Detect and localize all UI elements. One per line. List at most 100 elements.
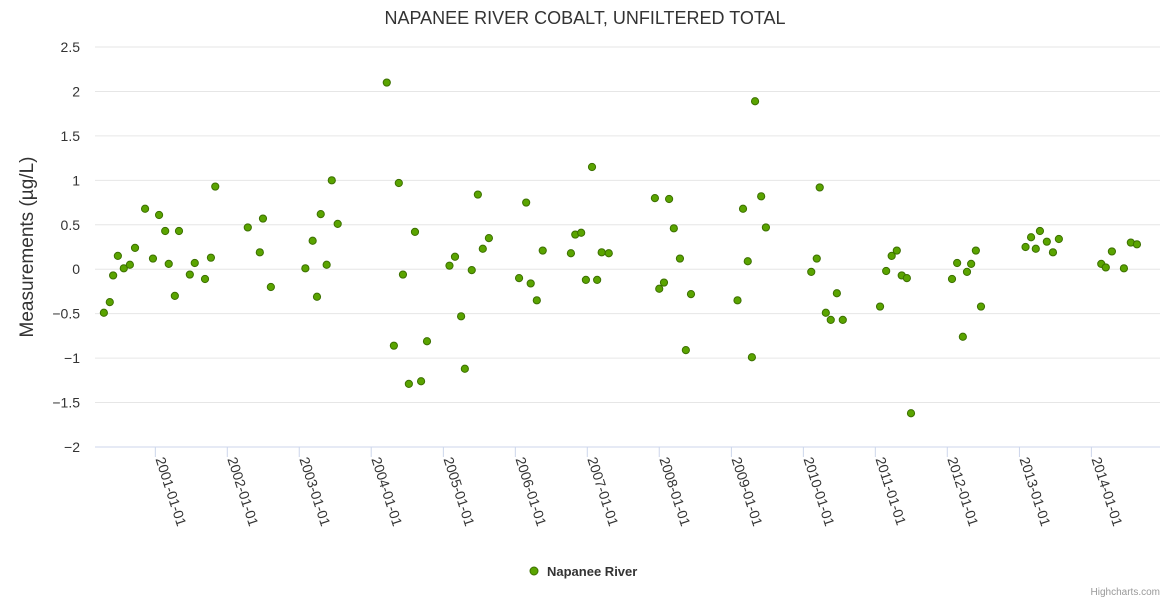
data-point[interactable] bbox=[958, 332, 967, 341]
data-point[interactable] bbox=[398, 270, 408, 279]
data-point[interactable] bbox=[322, 260, 331, 269]
data-point[interactable] bbox=[206, 253, 216, 262]
data-point[interactable] bbox=[457, 312, 466, 321]
data-point[interactable] bbox=[962, 267, 972, 276]
data-point[interactable] bbox=[1026, 233, 1036, 242]
credits-link[interactable]: Highcharts.com bbox=[1091, 587, 1160, 598]
data-point[interactable] bbox=[105, 298, 114, 307]
data-point[interactable] bbox=[882, 266, 891, 276]
data-point[interactable] bbox=[875, 302, 885, 311]
data-point[interactable] bbox=[522, 198, 531, 207]
data-point[interactable] bbox=[140, 204, 150, 213]
data-point[interactable] bbox=[902, 274, 911, 283]
data-point[interactable] bbox=[577, 228, 586, 237]
data-point[interactable] bbox=[1031, 244, 1040, 253]
data-point[interactable] bbox=[301, 264, 310, 273]
data-point[interactable] bbox=[99, 308, 108, 317]
data-point[interactable] bbox=[211, 182, 220, 191]
data-point[interactable] bbox=[838, 315, 847, 324]
data-point[interactable] bbox=[316, 210, 325, 219]
data-point[interactable] bbox=[164, 259, 173, 268]
data-point[interactable] bbox=[1048, 248, 1058, 257]
data-point[interactable] bbox=[593, 275, 602, 284]
data-point[interactable] bbox=[266, 282, 275, 292]
data-point[interactable] bbox=[394, 178, 403, 188]
data-point[interactable] bbox=[450, 252, 460, 261]
data-point[interactable] bbox=[473, 190, 482, 199]
data-point[interactable] bbox=[604, 249, 613, 258]
data-point[interactable] bbox=[532, 296, 541, 305]
data-point[interactable] bbox=[255, 248, 264, 257]
data-point[interactable] bbox=[185, 270, 194, 279]
data-point[interactable] bbox=[733, 296, 742, 305]
data-point[interactable] bbox=[154, 210, 164, 220]
data-point[interactable] bbox=[947, 274, 957, 284]
data-point[interactable] bbox=[190, 258, 199, 268]
data-point[interactable] bbox=[1021, 242, 1030, 252]
data-point[interactable] bbox=[747, 353, 757, 362]
data-point[interactable] bbox=[597, 248, 606, 257]
data-point[interactable] bbox=[333, 219, 342, 228]
data-point[interactable] bbox=[566, 249, 576, 258]
data-point[interactable] bbox=[258, 214, 268, 223]
data-point[interactable] bbox=[404, 379, 413, 388]
data-point[interactable] bbox=[675, 254, 685, 263]
data-point[interactable] bbox=[170, 291, 179, 300]
data-point[interactable] bbox=[581, 275, 591, 284]
data-point[interactable] bbox=[174, 226, 184, 236]
data-point[interactable] bbox=[410, 227, 420, 236]
data-point[interactable] bbox=[113, 251, 122, 260]
data-point[interactable] bbox=[484, 234, 494, 243]
data-point[interactable] bbox=[1107, 247, 1116, 256]
data-point[interactable] bbox=[757, 192, 766, 201]
data-point[interactable] bbox=[887, 251, 896, 260]
data-point[interactable] bbox=[892, 246, 901, 255]
data-point[interactable] bbox=[1035, 226, 1045, 236]
data-point[interactable] bbox=[478, 244, 487, 253]
data-point[interactable] bbox=[1042, 237, 1051, 246]
data-point[interactable] bbox=[200, 274, 210, 284]
data-point[interactable] bbox=[976, 302, 986, 311]
data-point[interactable] bbox=[1119, 264, 1129, 273]
data-point[interactable] bbox=[761, 223, 770, 232]
data-point[interactable] bbox=[669, 224, 678, 233]
data-point[interactable] bbox=[538, 246, 547, 255]
data-point[interactable] bbox=[1054, 234, 1063, 244]
data-point[interactable] bbox=[526, 279, 535, 288]
data-point[interactable] bbox=[971, 246, 980, 255]
data-point[interactable] bbox=[243, 223, 252, 232]
data-point[interactable] bbox=[750, 97, 760, 106]
data-point[interactable] bbox=[967, 259, 976, 268]
data-point[interactable] bbox=[659, 278, 669, 287]
data-point[interactable] bbox=[686, 290, 696, 299]
data-point[interactable] bbox=[815, 183, 824, 192]
data-point[interactable] bbox=[109, 271, 118, 280]
data-point[interactable] bbox=[389, 341, 398, 350]
data-point[interactable] bbox=[422, 337, 432, 346]
data-point[interactable] bbox=[467, 266, 476, 275]
data-point[interactable] bbox=[743, 257, 752, 266]
legend-item-napanee-river[interactable]: Napanee River bbox=[547, 564, 637, 579]
data-point[interactable] bbox=[1101, 263, 1110, 272]
data-point[interactable] bbox=[826, 315, 835, 324]
data-point[interactable] bbox=[416, 377, 426, 386]
data-point[interactable] bbox=[738, 204, 748, 213]
data-point[interactable] bbox=[832, 289, 841, 298]
data-point[interactable] bbox=[460, 364, 469, 373]
data-point[interactable] bbox=[953, 258, 962, 268]
data-point[interactable] bbox=[655, 284, 664, 293]
data-point[interactable] bbox=[125, 260, 134, 269]
data-point[interactable] bbox=[514, 274, 524, 283]
data-point[interactable] bbox=[148, 254, 158, 263]
data-point[interactable] bbox=[312, 292, 322, 301]
data-point[interactable] bbox=[807, 267, 816, 276]
data-point[interactable] bbox=[130, 243, 140, 252]
legend[interactable]: Napanee River bbox=[529, 564, 637, 579]
data-point[interactable] bbox=[119, 264, 128, 273]
data-point[interactable] bbox=[681, 346, 690, 355]
data-point[interactable] bbox=[821, 308, 830, 317]
data-point[interactable] bbox=[906, 409, 916, 418]
data-point[interactable] bbox=[1132, 240, 1142, 249]
data-point[interactable] bbox=[812, 254, 821, 263]
data-point[interactable] bbox=[664, 194, 674, 204]
